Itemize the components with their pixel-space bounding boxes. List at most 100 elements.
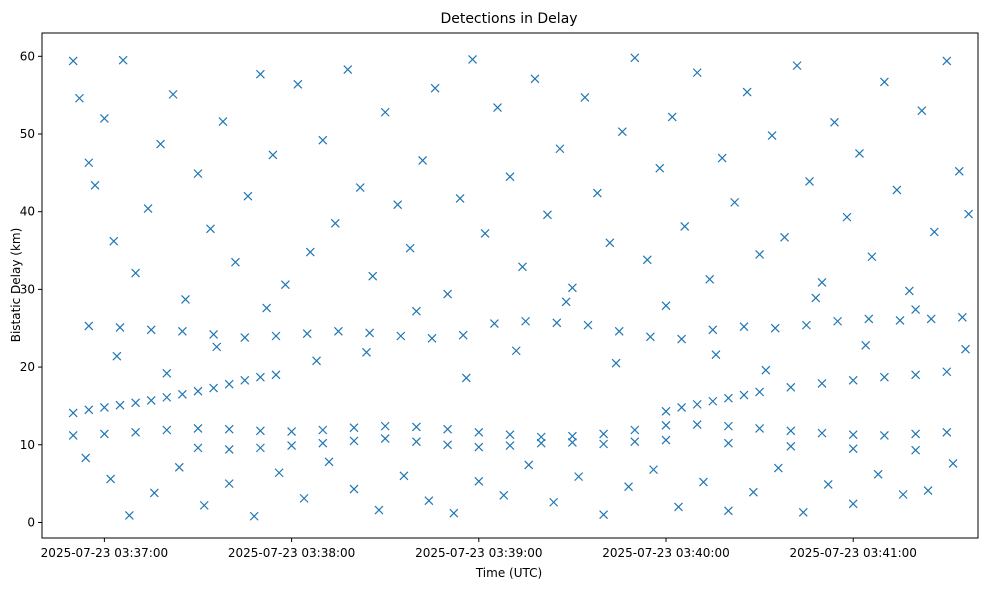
data-point (655, 163, 665, 173)
data-point (218, 117, 228, 126)
data-point (343, 65, 353, 74)
data-point (505, 172, 515, 182)
data-point (480, 229, 490, 238)
data-point (861, 340, 871, 350)
x-axis-ticks: 2025-07-23 03:37:00 2025-07-23 03:38:00 20… (41, 538, 917, 560)
data-point (817, 378, 827, 388)
y-tick-label: 40 (20, 205, 35, 219)
data-point (224, 445, 234, 454)
data-point (209, 330, 219, 339)
data-point (699, 477, 708, 487)
data-point (493, 103, 502, 113)
data-point (405, 243, 415, 253)
data-point (68, 408, 78, 418)
data-point (630, 53, 640, 63)
data-point (567, 431, 577, 441)
x-tick-label: 2025-07-23 03:39:00 (415, 546, 542, 560)
data-point (131, 268, 141, 278)
x-tick-label: 2025-07-23 03:38:00 (228, 546, 355, 560)
data-point (873, 469, 883, 479)
data-point (255, 443, 265, 453)
data-point (174, 462, 184, 472)
data-point (898, 490, 908, 499)
data-point (911, 445, 921, 455)
data-point (118, 55, 128, 65)
data-point (680, 222, 690, 231)
data-point (561, 297, 571, 307)
data-point (833, 316, 843, 326)
data-point (786, 441, 796, 451)
data-point (848, 499, 858, 509)
data-point (349, 484, 359, 494)
data-point (489, 319, 499, 328)
data-point (848, 375, 858, 385)
data-point (742, 87, 752, 97)
data-point (708, 396, 718, 406)
data-point (505, 430, 515, 440)
data-point (84, 405, 94, 415)
data-point (271, 370, 281, 380)
data-point (801, 320, 811, 330)
data-point (661, 301, 671, 311)
data-point (424, 496, 434, 506)
data-point (474, 427, 484, 437)
data-point (911, 370, 921, 380)
data-point (393, 200, 403, 210)
data-point (739, 322, 749, 332)
data-point (146, 396, 156, 405)
data-point (106, 474, 116, 484)
data-point (224, 424, 234, 434)
data-point (305, 247, 315, 257)
data-point (611, 358, 621, 368)
data-point (99, 403, 109, 412)
data-point (411, 437, 421, 447)
y-tick-label: 0 (27, 515, 35, 529)
data-point (964, 209, 974, 219)
data-point (780, 232, 789, 242)
data-point (842, 212, 852, 222)
data-point (181, 295, 190, 304)
data-point (536, 438, 546, 448)
plot-area-frame (41, 32, 979, 539)
data-point (649, 465, 658, 475)
y-tick-label: 30 (20, 282, 35, 296)
data-point (811, 293, 821, 303)
data-points (68, 53, 974, 521)
data-point (455, 194, 465, 203)
data-point (474, 442, 484, 452)
data-point (199, 500, 209, 510)
data-point (411, 306, 421, 316)
data-point (312, 356, 321, 366)
data-point (521, 316, 531, 326)
data-point (904, 286, 914, 296)
data-point (645, 332, 655, 342)
data-point (81, 453, 91, 463)
data-point (792, 61, 802, 71)
data-point (911, 429, 921, 439)
data-point (599, 429, 609, 439)
data-point (817, 428, 827, 438)
data-point (212, 342, 222, 352)
data-point (293, 79, 303, 89)
data-point (255, 372, 265, 382)
data-point (131, 427, 141, 437)
data-point (193, 443, 203, 453)
data-point (224, 379, 234, 389)
data-point (474, 476, 484, 486)
data-point (177, 389, 187, 399)
data-point (380, 421, 390, 431)
data-point (767, 131, 777, 140)
data-point (84, 321, 94, 331)
data-point (723, 393, 733, 403)
data-point (349, 436, 359, 446)
data-point (380, 107, 390, 117)
data-point (755, 387, 765, 397)
data-point (667, 112, 677, 122)
data-point (243, 191, 253, 201)
data-point (168, 89, 178, 99)
data-point (177, 326, 187, 336)
data-point (355, 183, 365, 193)
data-point (374, 505, 384, 515)
data-point (209, 383, 219, 393)
data-point (708, 325, 718, 335)
